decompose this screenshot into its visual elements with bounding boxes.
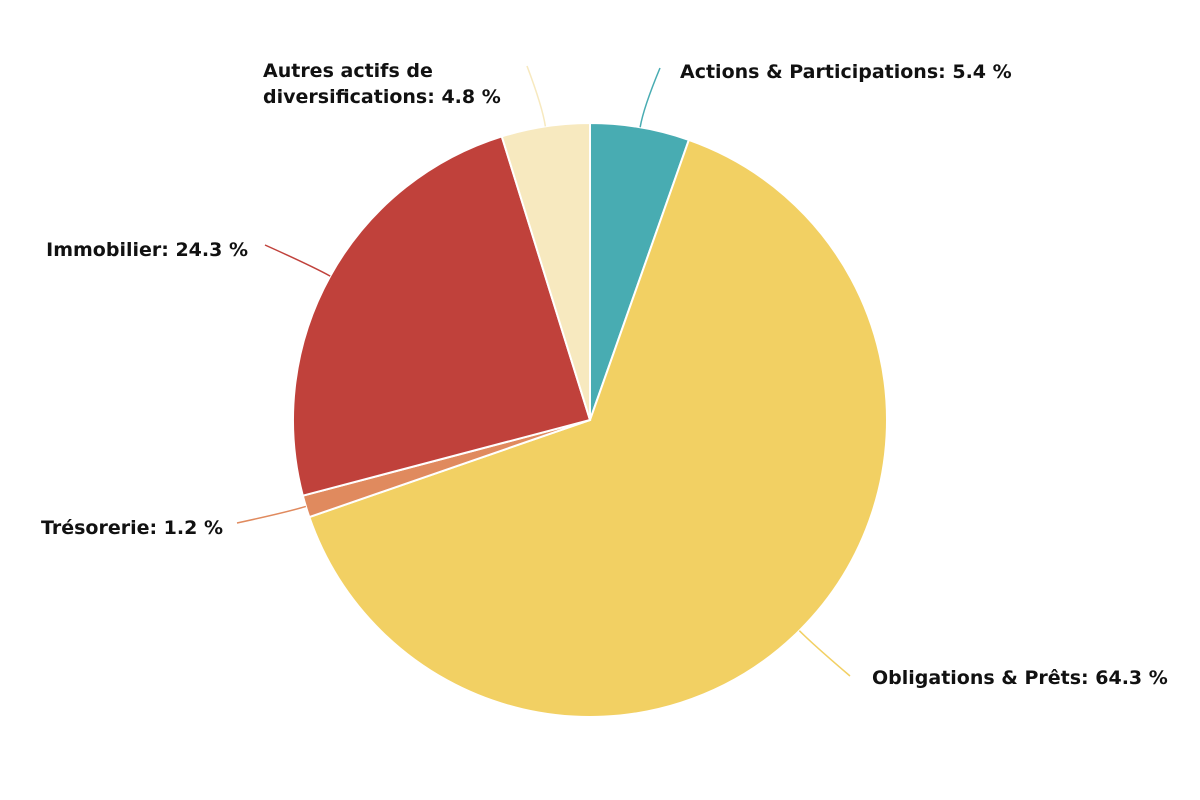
pie-slice <box>292 135 592 497</box>
data-label: Actions & Participations: 5.4 % <box>680 61 1012 83</box>
connector <box>236 505 307 524</box>
data-label: Immobilier: 24.3 % <box>46 239 248 261</box>
connector <box>798 630 851 677</box>
data-label: Trésorerie: 1.2 % <box>40 517 223 539</box>
pie-slice <box>308 138 888 718</box>
pie-slice <box>500 121 591 421</box>
connector <box>639 67 661 128</box>
data-label: Autres actifs de diversifications: 4.8 % <box>263 60 501 108</box>
connector <box>264 244 331 277</box>
connector <box>526 65 547 127</box>
data-label: Obligations & Prêts: 64.3 % <box>872 667 1168 689</box>
